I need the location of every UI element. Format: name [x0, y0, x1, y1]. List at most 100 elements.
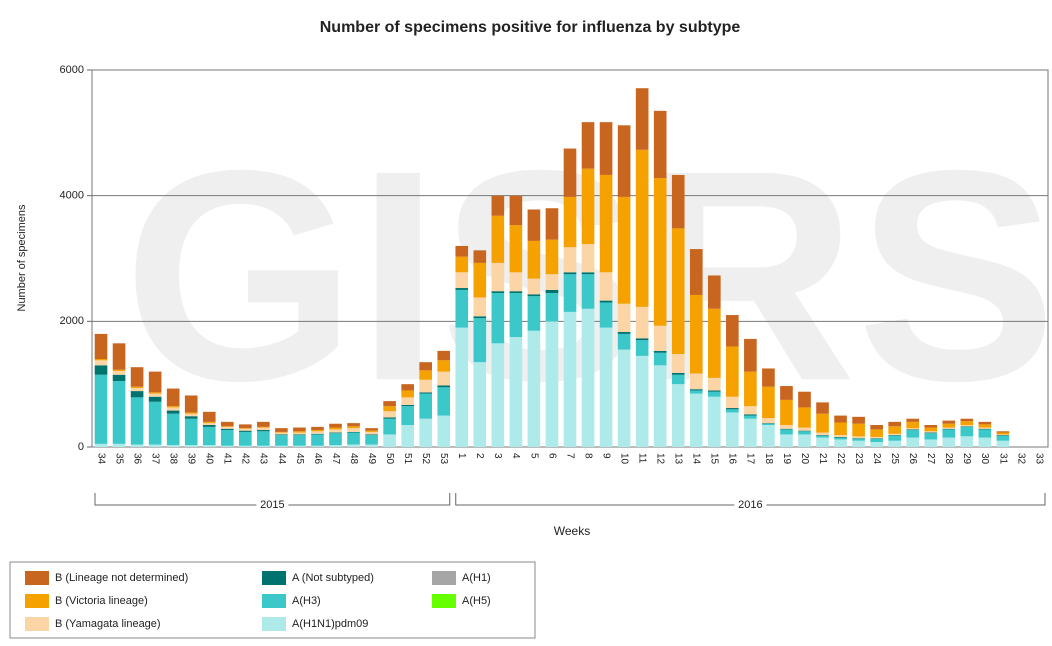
bar-segment — [563, 272, 577, 275]
bar-segment — [942, 437, 956, 447]
bar-segment — [166, 407, 180, 411]
bar-segment — [220, 445, 234, 447]
bar-segment — [166, 406, 180, 408]
bar-segment — [94, 374, 108, 444]
bar-segment — [293, 431, 306, 433]
bar-segment — [888, 433, 901, 436]
x-tick-label: 1 — [456, 453, 467, 459]
bar-segment — [834, 436, 847, 438]
x-tick-label: 27 — [925, 453, 936, 465]
bar-segment — [978, 427, 992, 429]
x-tick-label: 30 — [979, 453, 990, 465]
bar-segment — [311, 426, 324, 431]
bar-segment — [347, 432, 360, 445]
bar-segment — [545, 293, 559, 322]
bar-segment — [906, 429, 920, 431]
bar-segment — [347, 426, 360, 429]
bar-segment — [996, 434, 1010, 436]
bar-segment — [671, 354, 685, 373]
bar-segment — [311, 431, 324, 434]
bar-segment — [491, 215, 505, 263]
bar-segment — [293, 427, 306, 432]
bar-segment — [347, 428, 360, 432]
bar-segment — [545, 208, 559, 240]
bar-segment — [130, 397, 144, 445]
bar-segment — [671, 228, 685, 355]
bar-segment — [455, 289, 469, 328]
bar-segment — [545, 289, 559, 294]
bar-segment — [491, 195, 505, 216]
bar-segment — [870, 438, 883, 442]
bar-segment — [870, 438, 883, 439]
bar-segment — [780, 386, 793, 400]
bar-segment — [960, 418, 974, 422]
bar-segment — [491, 291, 505, 294]
bar-segment — [707, 391, 721, 397]
bar-segment — [347, 423, 360, 427]
year-label-bg — [734, 498, 767, 512]
y-tick-label: 2000 — [60, 315, 84, 327]
bar-segment — [942, 420, 956, 424]
bar-segment — [924, 425, 938, 428]
bar-segment — [744, 414, 757, 416]
bar-segment — [419, 418, 433, 447]
bar-segment — [184, 445, 198, 447]
bar-segment — [329, 423, 342, 428]
bar-segment — [798, 430, 811, 432]
bar-segment — [239, 424, 252, 429]
year-label-bg — [256, 498, 289, 512]
bar-segment — [437, 415, 451, 447]
bar-segment — [419, 392, 433, 394]
x-tick-label: 34 — [95, 453, 106, 465]
bar-segment — [112, 343, 126, 370]
bar-segment — [545, 321, 559, 447]
x-tick-label: 52 — [420, 453, 431, 465]
bar-segment — [455, 288, 469, 290]
bar-segment — [545, 274, 559, 290]
bar-segment — [148, 392, 162, 394]
bar-segment — [473, 318, 487, 363]
bar-segment — [527, 240, 541, 279]
bar-segment — [689, 373, 703, 390]
bar-segment — [978, 424, 992, 428]
bar-segment — [762, 368, 775, 387]
x-tick-label: 44 — [276, 453, 287, 465]
bar-segment — [816, 413, 829, 433]
bar-segment — [635, 340, 649, 356]
bar-segment — [834, 435, 847, 437]
bar-segment — [293, 432, 306, 435]
bar-segment — [671, 372, 685, 375]
bar-segment — [599, 174, 613, 273]
legend-swatch — [25, 594, 49, 608]
bar-segment — [347, 444, 360, 447]
bar-segment — [329, 427, 342, 430]
bar-segment — [257, 445, 270, 447]
bar-segment — [780, 428, 793, 430]
bar-segment — [888, 435, 901, 436]
bar-segment — [996, 432, 1010, 435]
bar-segment — [617, 332, 631, 334]
bar-segment — [906, 428, 920, 430]
bar-segment — [834, 439, 847, 447]
bar-segment — [653, 365, 667, 447]
bar-segment — [112, 369, 126, 371]
x-tick-label: 33 — [1033, 453, 1044, 465]
bar-segment — [726, 346, 739, 397]
bar-segment — [852, 416, 865, 424]
x-tick-label: 10 — [618, 453, 629, 465]
bar-segment — [419, 393, 433, 419]
bar-segment — [581, 244, 595, 273]
bar-segment — [527, 294, 541, 297]
x-tick-label: 3 — [492, 453, 503, 459]
bar-segment — [780, 399, 793, 426]
bar-segment — [707, 390, 721, 392]
bar-segment — [563, 274, 577, 312]
bar-segment — [798, 434, 811, 447]
bar-segment — [635, 306, 649, 339]
x-tick-label: 42 — [240, 453, 251, 465]
bar-segment — [130, 387, 144, 392]
bar-segment — [184, 395, 198, 413]
bar-segment — [509, 272, 523, 292]
legend-box — [9, 561, 536, 639]
bar-segment — [112, 374, 126, 382]
